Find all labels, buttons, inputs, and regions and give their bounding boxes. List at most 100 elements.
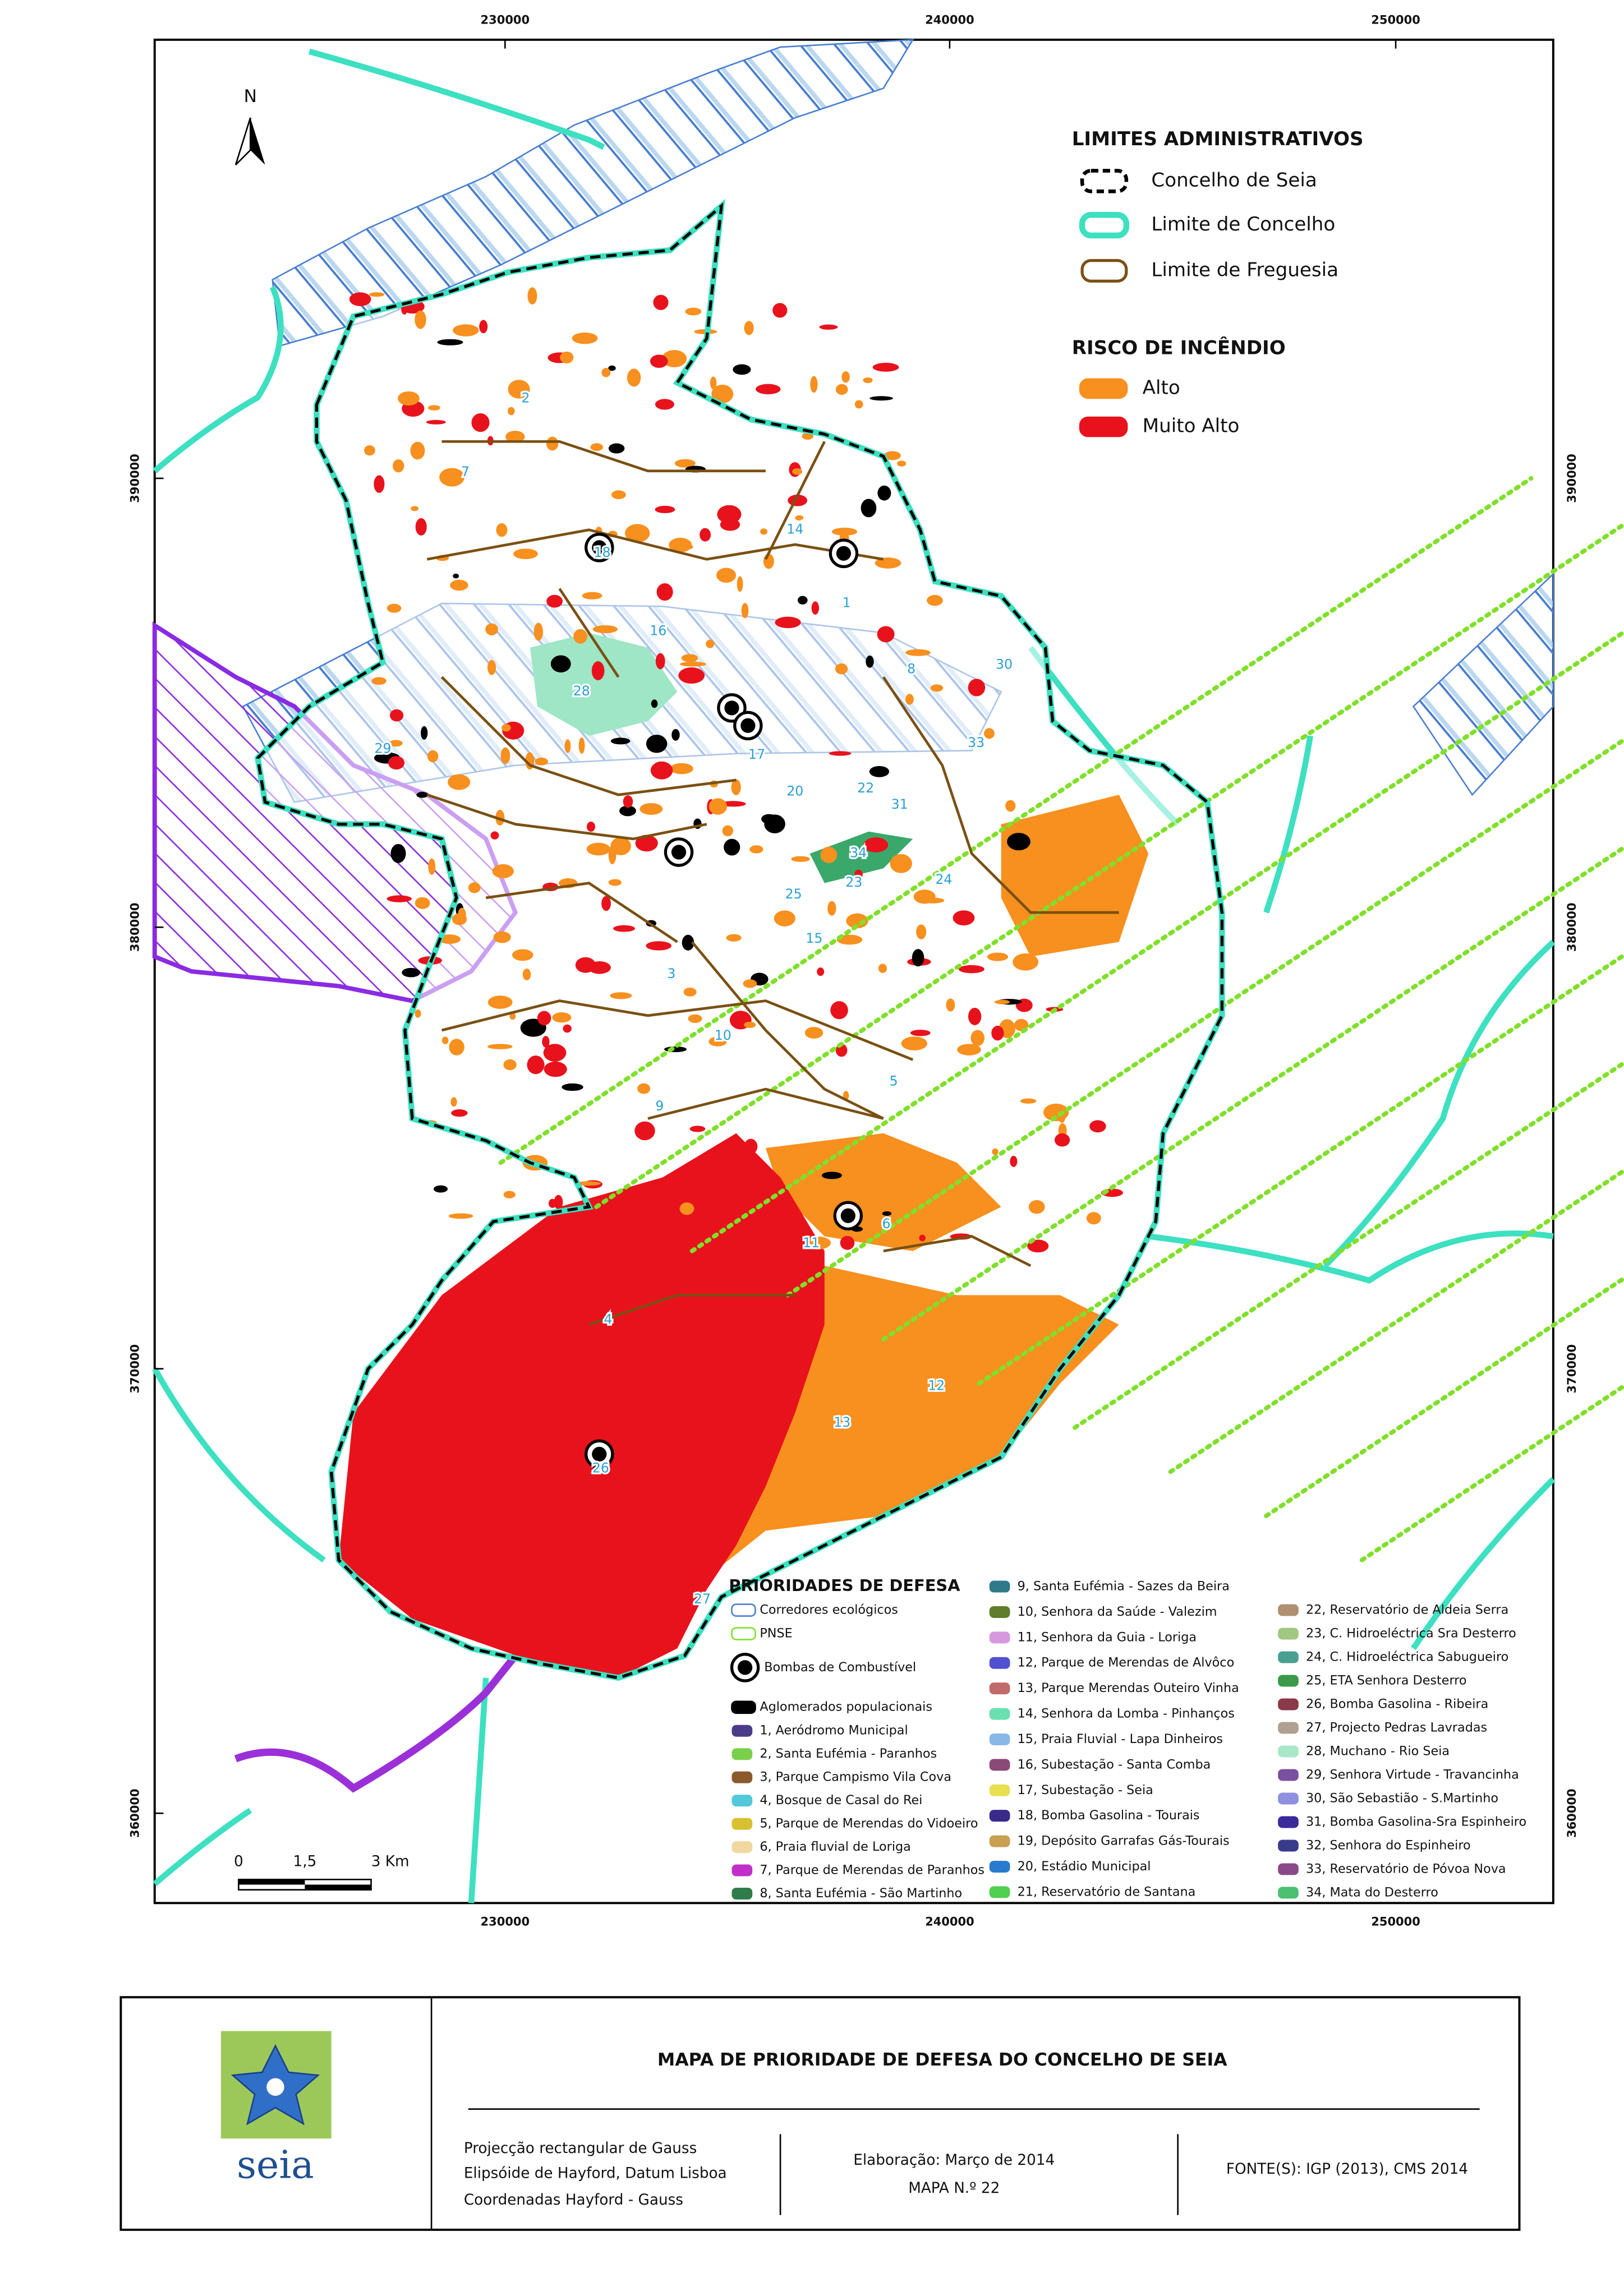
risk-patch xyxy=(601,367,611,377)
risk-patch xyxy=(364,445,375,456)
site-label: 23 xyxy=(845,874,862,890)
map-number: MAPA N.º 22 xyxy=(908,2180,1000,2197)
risk-patch xyxy=(709,798,728,815)
risk-patch xyxy=(811,601,819,615)
risk-patch xyxy=(655,653,665,670)
legend-label: 31, Bomba Gasolina-Sra Espinheiro xyxy=(1306,1814,1526,1829)
risk-patch xyxy=(869,396,894,401)
risk-patch xyxy=(634,1121,655,1141)
risk-patch xyxy=(546,436,559,451)
legend-symbol xyxy=(1278,1698,1299,1711)
legend-symbol xyxy=(1278,1745,1299,1758)
risk-patch xyxy=(679,1202,694,1215)
risk-patch xyxy=(655,505,675,514)
risk-patch xyxy=(619,805,636,817)
site-label: 22 xyxy=(857,780,874,796)
risk-patch xyxy=(720,518,740,531)
risk-patch xyxy=(552,1012,572,1023)
pnse-line xyxy=(594,522,1624,1209)
legend-label: 21, Reservatório de Santana xyxy=(1018,1884,1196,1899)
fuel-station xyxy=(592,1446,607,1461)
fuel-stations xyxy=(585,533,863,1469)
legend-label: 32, Senhora do Espinheiro xyxy=(1306,1838,1471,1852)
risk-patch xyxy=(389,709,404,722)
risk-patch xyxy=(492,864,514,878)
legend-symbol xyxy=(732,1725,753,1737)
legend-symbol xyxy=(1278,1604,1299,1616)
risk-patch xyxy=(968,1007,982,1025)
risk-patch xyxy=(625,1196,640,1202)
risk-patch xyxy=(1089,1120,1106,1133)
risk-patch xyxy=(563,1024,572,1033)
legend-label: Limite de Freguesia xyxy=(1151,259,1338,281)
pnse-line xyxy=(498,476,1534,1165)
risk-patch xyxy=(749,845,763,854)
risk-patch xyxy=(991,1025,1004,1041)
fuel-station xyxy=(740,718,756,733)
site-label: 13 xyxy=(834,1414,850,1430)
risk-patch xyxy=(679,661,706,667)
risk-patch xyxy=(912,949,924,967)
risk-patch xyxy=(709,1036,727,1046)
legend-label: 24, C. Hidroeléctrica Sabugueiro xyxy=(1306,1650,1508,1665)
risk-patch xyxy=(877,626,895,643)
site-label: 14 xyxy=(786,521,803,537)
sources: FONTE(S): IGP (2013), CMS 2014 xyxy=(1226,2161,1468,2178)
y-coordinate: 360000 xyxy=(128,1788,142,1838)
fuel-station xyxy=(724,700,739,716)
legend-label: 9, Santa Eufémia - Sazes da Beira xyxy=(1018,1579,1230,1594)
risk-patch xyxy=(795,515,804,521)
risk-patch xyxy=(468,882,481,893)
legend-symbol xyxy=(1278,1839,1299,1852)
risk-patch xyxy=(688,1014,702,1023)
legend-label: 28, Muchano - Rio Seia xyxy=(1306,1744,1450,1758)
y-coordinate: 390000 xyxy=(128,454,142,503)
legend-symbol xyxy=(731,1603,756,1617)
risk-patch xyxy=(792,468,803,475)
legend-label: 17, Subestação - Seia xyxy=(1018,1783,1153,1797)
legend-symbol xyxy=(1080,259,1128,283)
risk-patch xyxy=(586,842,610,856)
site-label: 20 xyxy=(786,783,803,799)
risk-patch xyxy=(415,1009,421,1018)
risk-patch xyxy=(608,879,622,886)
legend-label: 23, C. Hidroeléctrica Sra Desterro xyxy=(1306,1626,1516,1641)
legend-label: Concelho de Seia xyxy=(1151,169,1317,191)
risk-patch xyxy=(958,965,984,974)
fuel-station xyxy=(840,1208,855,1223)
site-label: 8 xyxy=(907,661,915,677)
risk-patch xyxy=(683,988,697,997)
risk-patch xyxy=(919,1234,926,1242)
risk-patch xyxy=(797,596,808,605)
legend-label: 26, Bomba Gasolina - Ribeira xyxy=(1306,1697,1488,1712)
risk-patch xyxy=(835,384,848,395)
risk-patch xyxy=(428,858,436,875)
risk-patch xyxy=(821,1172,842,1179)
site-label: 18 xyxy=(594,545,611,560)
fuel-station xyxy=(836,546,852,561)
risk-patch xyxy=(764,1235,788,1247)
y-coordinate: 360000 xyxy=(1565,1788,1579,1838)
pnse-line xyxy=(689,629,1624,1253)
risk-patch xyxy=(1013,953,1039,971)
risk-patch xyxy=(387,895,412,902)
risk-patch xyxy=(866,655,874,668)
legend-symbol xyxy=(989,1759,1010,1771)
risk-patch xyxy=(651,699,658,708)
risk-patch xyxy=(374,475,385,493)
risk-patch xyxy=(685,307,702,316)
legend-symbol xyxy=(732,1795,753,1807)
pnse-line xyxy=(1168,1168,1624,1474)
risk-patch xyxy=(554,1195,563,1210)
legend-title: RISCO DE INCÊNDIO xyxy=(1072,336,1286,359)
risk-patch xyxy=(835,663,848,675)
legend-symbol xyxy=(1278,1722,1299,1734)
risk-patch xyxy=(575,957,596,973)
risk-patch xyxy=(493,931,511,943)
logo-center xyxy=(266,2078,284,2096)
risk-patch xyxy=(1043,1103,1069,1122)
legend-label: 1, Aeródromo Municipal xyxy=(760,1723,908,1738)
scale-bar xyxy=(238,1879,305,1885)
risk-patch xyxy=(744,1138,758,1154)
